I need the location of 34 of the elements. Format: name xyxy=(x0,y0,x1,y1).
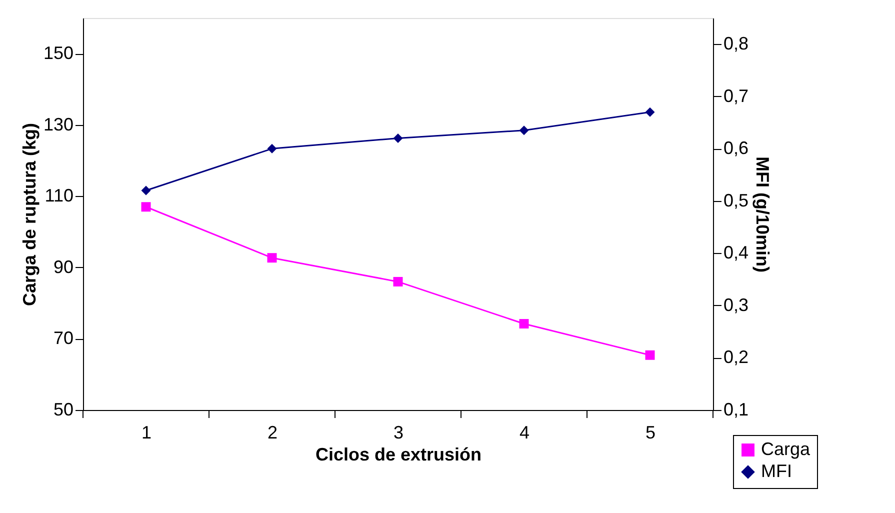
y-tick-label: 50 xyxy=(53,400,74,420)
y2-tick-label: 0,2 xyxy=(724,347,749,368)
y-tick-label: 150 xyxy=(43,43,74,64)
y2-tick-label: 0,8 xyxy=(724,34,749,54)
y2-tick-label: 0,1 xyxy=(724,400,749,420)
y2-tick-label: 0,7 xyxy=(724,86,749,106)
x-tick-label: 5 xyxy=(645,422,656,442)
y2-tick-label: 0,4 xyxy=(724,242,749,263)
legend-label: Carga xyxy=(761,439,812,459)
y-tick-label: 70 xyxy=(53,328,74,348)
point xyxy=(267,144,277,154)
y-tick-label: 90 xyxy=(53,256,74,277)
point xyxy=(141,202,151,212)
x-axis-title: Ciclos de extrusión xyxy=(315,444,482,464)
point xyxy=(645,107,655,117)
x-tick-label: 2 xyxy=(267,422,278,442)
legend-label: MFI xyxy=(761,461,792,481)
y2-tick-label: 0,6 xyxy=(724,138,749,158)
y-axis-title: Carga de ruptura (kg) xyxy=(19,122,40,306)
x-tick-label: 3 xyxy=(393,422,404,442)
point xyxy=(141,186,151,196)
point xyxy=(393,276,403,286)
point xyxy=(519,126,529,136)
y-tick-label: 110 xyxy=(44,186,74,206)
y-tick-label: 130 xyxy=(43,114,74,134)
y2-tick-label: 0,3 xyxy=(724,294,749,315)
point xyxy=(393,133,403,143)
x-tick-label: 4 xyxy=(519,422,530,442)
y2-axis-title: MFI (g/10min) xyxy=(752,156,773,273)
x-tick-label: 1 xyxy=(141,422,152,442)
y2-tick-label: 0,5 xyxy=(724,190,749,210)
point xyxy=(645,350,655,360)
point xyxy=(519,319,529,329)
point xyxy=(267,253,277,263)
